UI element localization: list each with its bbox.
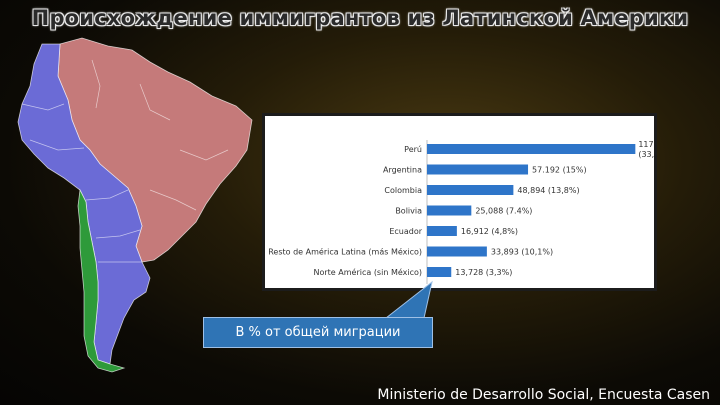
category-label: Norte América (sin México) bbox=[314, 267, 423, 277]
value-label: 57.192 (15%) bbox=[532, 166, 587, 175]
chart-panel: Perú 117.925(33,3%) Argentina 57.192 (15%) C… bbox=[262, 113, 657, 291]
bar bbox=[427, 205, 472, 216]
category-label: Colombia bbox=[384, 186, 422, 195]
value-label: (33,3%) bbox=[638, 150, 654, 159]
bar bbox=[427, 164, 529, 175]
category-label: Bolivia bbox=[395, 207, 422, 216]
bar bbox=[427, 144, 636, 154]
map-borders bbox=[21, 59, 229, 263]
value-label: 13,728 (3,3%) bbox=[455, 268, 512, 277]
callout-box: В % от общей миграции bbox=[203, 317, 433, 348]
bar bbox=[427, 246, 487, 257]
category-label: Ecuador bbox=[389, 227, 422, 236]
map-region-green bbox=[77, 188, 126, 373]
value-label: 16,912 (4,8%) bbox=[461, 227, 518, 236]
source-note: Ministerio de Desarrollo Social, Encuest… bbox=[377, 387, 710, 403]
value-label: 48,894 (13,8%) bbox=[517, 186, 579, 195]
callout-text: В % от общей миграции bbox=[235, 325, 401, 340]
category-label: Argentina bbox=[383, 166, 422, 175]
value-label: 117.925 bbox=[638, 140, 654, 149]
map-region-purple bbox=[17, 43, 151, 365]
callout-pointer-shape bbox=[384, 280, 433, 319]
category-label: Resto de América Latina (más México) bbox=[268, 247, 422, 257]
value-label: 33,893 (10,1%) bbox=[491, 248, 553, 257]
bar bbox=[427, 185, 514, 195]
bar bbox=[427, 267, 452, 277]
bar-chart: Perú 117.925(33,3%) Argentina 57.192 (15%) C… bbox=[268, 140, 654, 284]
bar bbox=[427, 226, 457, 236]
value-label: 25,088 (7.4%) bbox=[475, 207, 532, 216]
slide-title: Происхождение иммигрантов из Латинской А… bbox=[31, 6, 689, 30]
category-label: Perú bbox=[404, 145, 422, 154]
